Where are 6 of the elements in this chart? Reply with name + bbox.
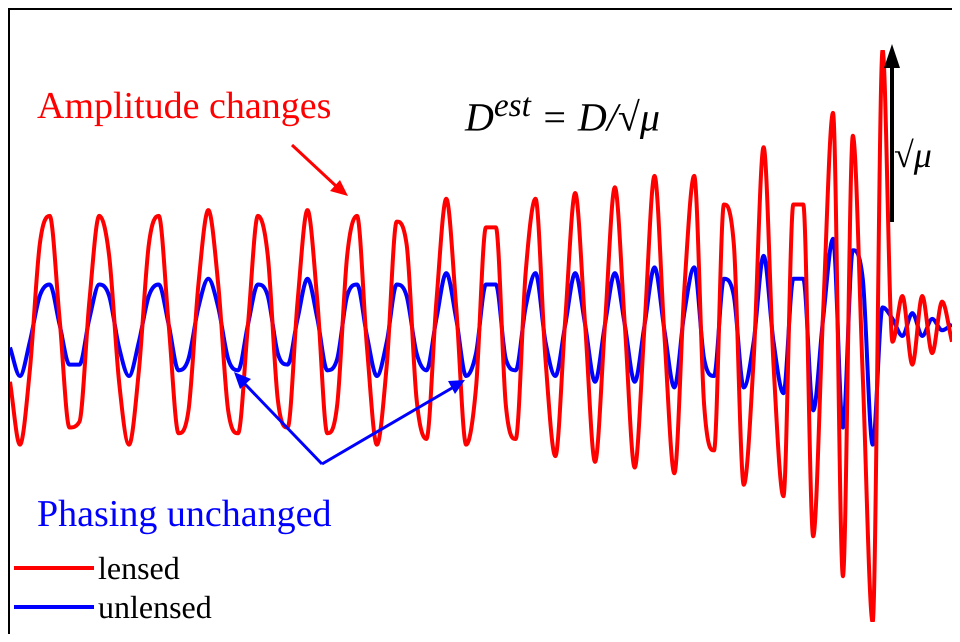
annotation: √μ [894, 135, 932, 176]
annotation: Amplitude changes [37, 85, 332, 128]
legend-label: unlensed [98, 588, 212, 626]
annotation: Phasing unchanged [37, 493, 332, 536]
legend-label: lensed [98, 549, 180, 588]
annotation: D$^{est}$ = D/√μ [465, 87, 660, 140]
